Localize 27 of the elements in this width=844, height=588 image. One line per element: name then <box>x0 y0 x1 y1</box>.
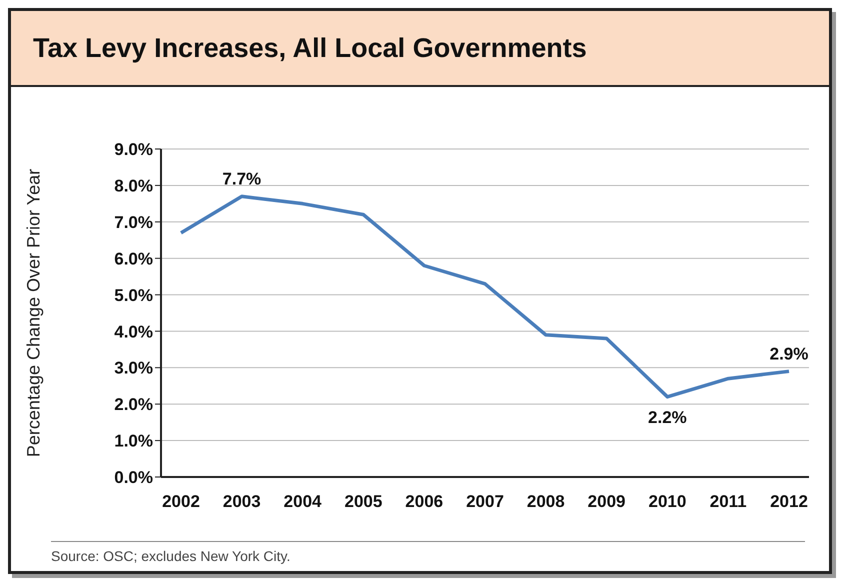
x-tick-label: 2005 <box>344 492 382 512</box>
y-tick-label: 5.0% <box>114 286 153 305</box>
y-tick-label: 7.0% <box>114 212 153 232</box>
x-tick-label: 2006 <box>405 492 444 512</box>
data-label: 7.7% <box>222 169 262 188</box>
y-tick-label: 0.0% <box>114 468 153 488</box>
y-tick-label: 3.0% <box>114 358 153 378</box>
y-axis-title: Percentage Change Over Prior Year <box>23 168 44 458</box>
y-tick-label: 2.0% <box>114 395 153 414</box>
y-tick-label: 9.0% <box>114 140 153 160</box>
x-tick-label: 2012 <box>770 492 808 512</box>
x-tick-label: 2003 <box>222 492 261 512</box>
x-tick-label: 2008 <box>526 492 565 512</box>
x-tick-label: 2002 <box>162 492 200 512</box>
y-tick-label: 8.0% <box>114 176 153 196</box>
source-note: Source: OSC; excludes New York City. <box>51 548 292 564</box>
data-label: 2.2% <box>648 408 687 427</box>
x-tick-label: 2010 <box>648 492 686 512</box>
y-tick-label: 1.0% <box>114 432 153 451</box>
x-tick-label: 2011 <box>710 492 747 512</box>
y-tick-label: 4.0% <box>114 322 153 342</box>
chart-title: Tax Levy Increases, All Local Governments <box>11 11 829 87</box>
x-tick-label: 2007 <box>466 492 504 512</box>
x-tick-label: 2009 <box>588 492 626 512</box>
y-tick-label: 6.0% <box>114 249 153 268</box>
data-label: 2.9% <box>770 344 808 364</box>
x-tick-label: 2004 <box>284 492 322 512</box>
